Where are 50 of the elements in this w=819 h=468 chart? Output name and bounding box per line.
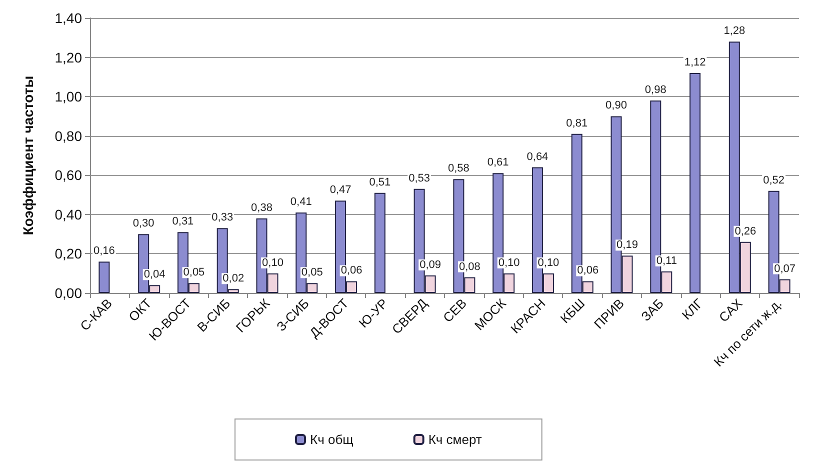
y-tick-label: 0,00 — [54, 285, 82, 301]
data-label: 0,19 — [616, 239, 638, 252]
data-label: 0,09 — [420, 258, 442, 271]
y-tick-label: 0,80 — [54, 128, 82, 144]
y-tick-label: 1,20 — [54, 49, 82, 66]
bar — [98, 262, 110, 293]
data-label: 0,16 — [93, 245, 115, 258]
data-label: 0,41 — [290, 196, 312, 208]
data-label: 0,81 — [566, 117, 588, 130]
data-label: 0,10 — [538, 256, 560, 269]
x-tick-label: СЕВ — [440, 296, 470, 326]
data-label: 0,53 — [408, 172, 430, 184]
data-label: 0,07 — [774, 262, 796, 275]
data-label: 0,02 — [222, 272, 244, 285]
data-label: 1,28 — [724, 25, 746, 38]
data-label: 0,26 — [734, 225, 756, 238]
data-label: 0,98 — [644, 84, 666, 96]
data-label: 0,38 — [251, 202, 272, 214]
data-label: 0,10 — [498, 256, 520, 269]
data-label: 0,06 — [340, 264, 362, 277]
data-label: 0,33 — [212, 212, 234, 224]
data-label: 0,61 — [487, 156, 509, 169]
data-label: 0,90 — [606, 100, 627, 112]
data-label: 0,08 — [458, 260, 480, 273]
data-label: 0,05 — [183, 266, 205, 279]
bar — [374, 192, 386, 293]
data-label: 0,11 — [656, 254, 677, 267]
data-label: 0,04 — [144, 268, 166, 281]
data-label: 0,05 — [301, 266, 323, 279]
y-tick-label: 1,40 — [54, 10, 82, 26]
x-tick-label: ЗАБ — [638, 296, 666, 324]
data-label: 0,06 — [577, 264, 599, 277]
data-label: 1,12 — [684, 56, 706, 68]
data-label: 0,31 — [172, 216, 194, 228]
data-label: 0,58 — [448, 162, 470, 175]
legend-label: Кч смерт — [428, 432, 482, 447]
data-label: 0,47 — [330, 184, 352, 196]
data-label: 0,10 — [262, 256, 284, 269]
y-tick-label: 0,20 — [54, 246, 82, 262]
y-tick-label: 0,40 — [54, 206, 82, 222]
x-tick-label: КЛГ — [678, 296, 706, 323]
y-axis-title: Коэффициент частоты — [20, 76, 36, 236]
data-label: 0,64 — [526, 150, 548, 163]
y-tick-label: 0,60 — [54, 167, 82, 184]
data-label: 0,51 — [369, 176, 391, 188]
y-tick-label: 1,00 — [54, 88, 82, 105]
data-label: 0,30 — [132, 218, 154, 230]
bar — [690, 73, 701, 293]
data-label: 0,52 — [763, 174, 785, 186]
legend-label: Кч общ — [310, 432, 354, 447]
